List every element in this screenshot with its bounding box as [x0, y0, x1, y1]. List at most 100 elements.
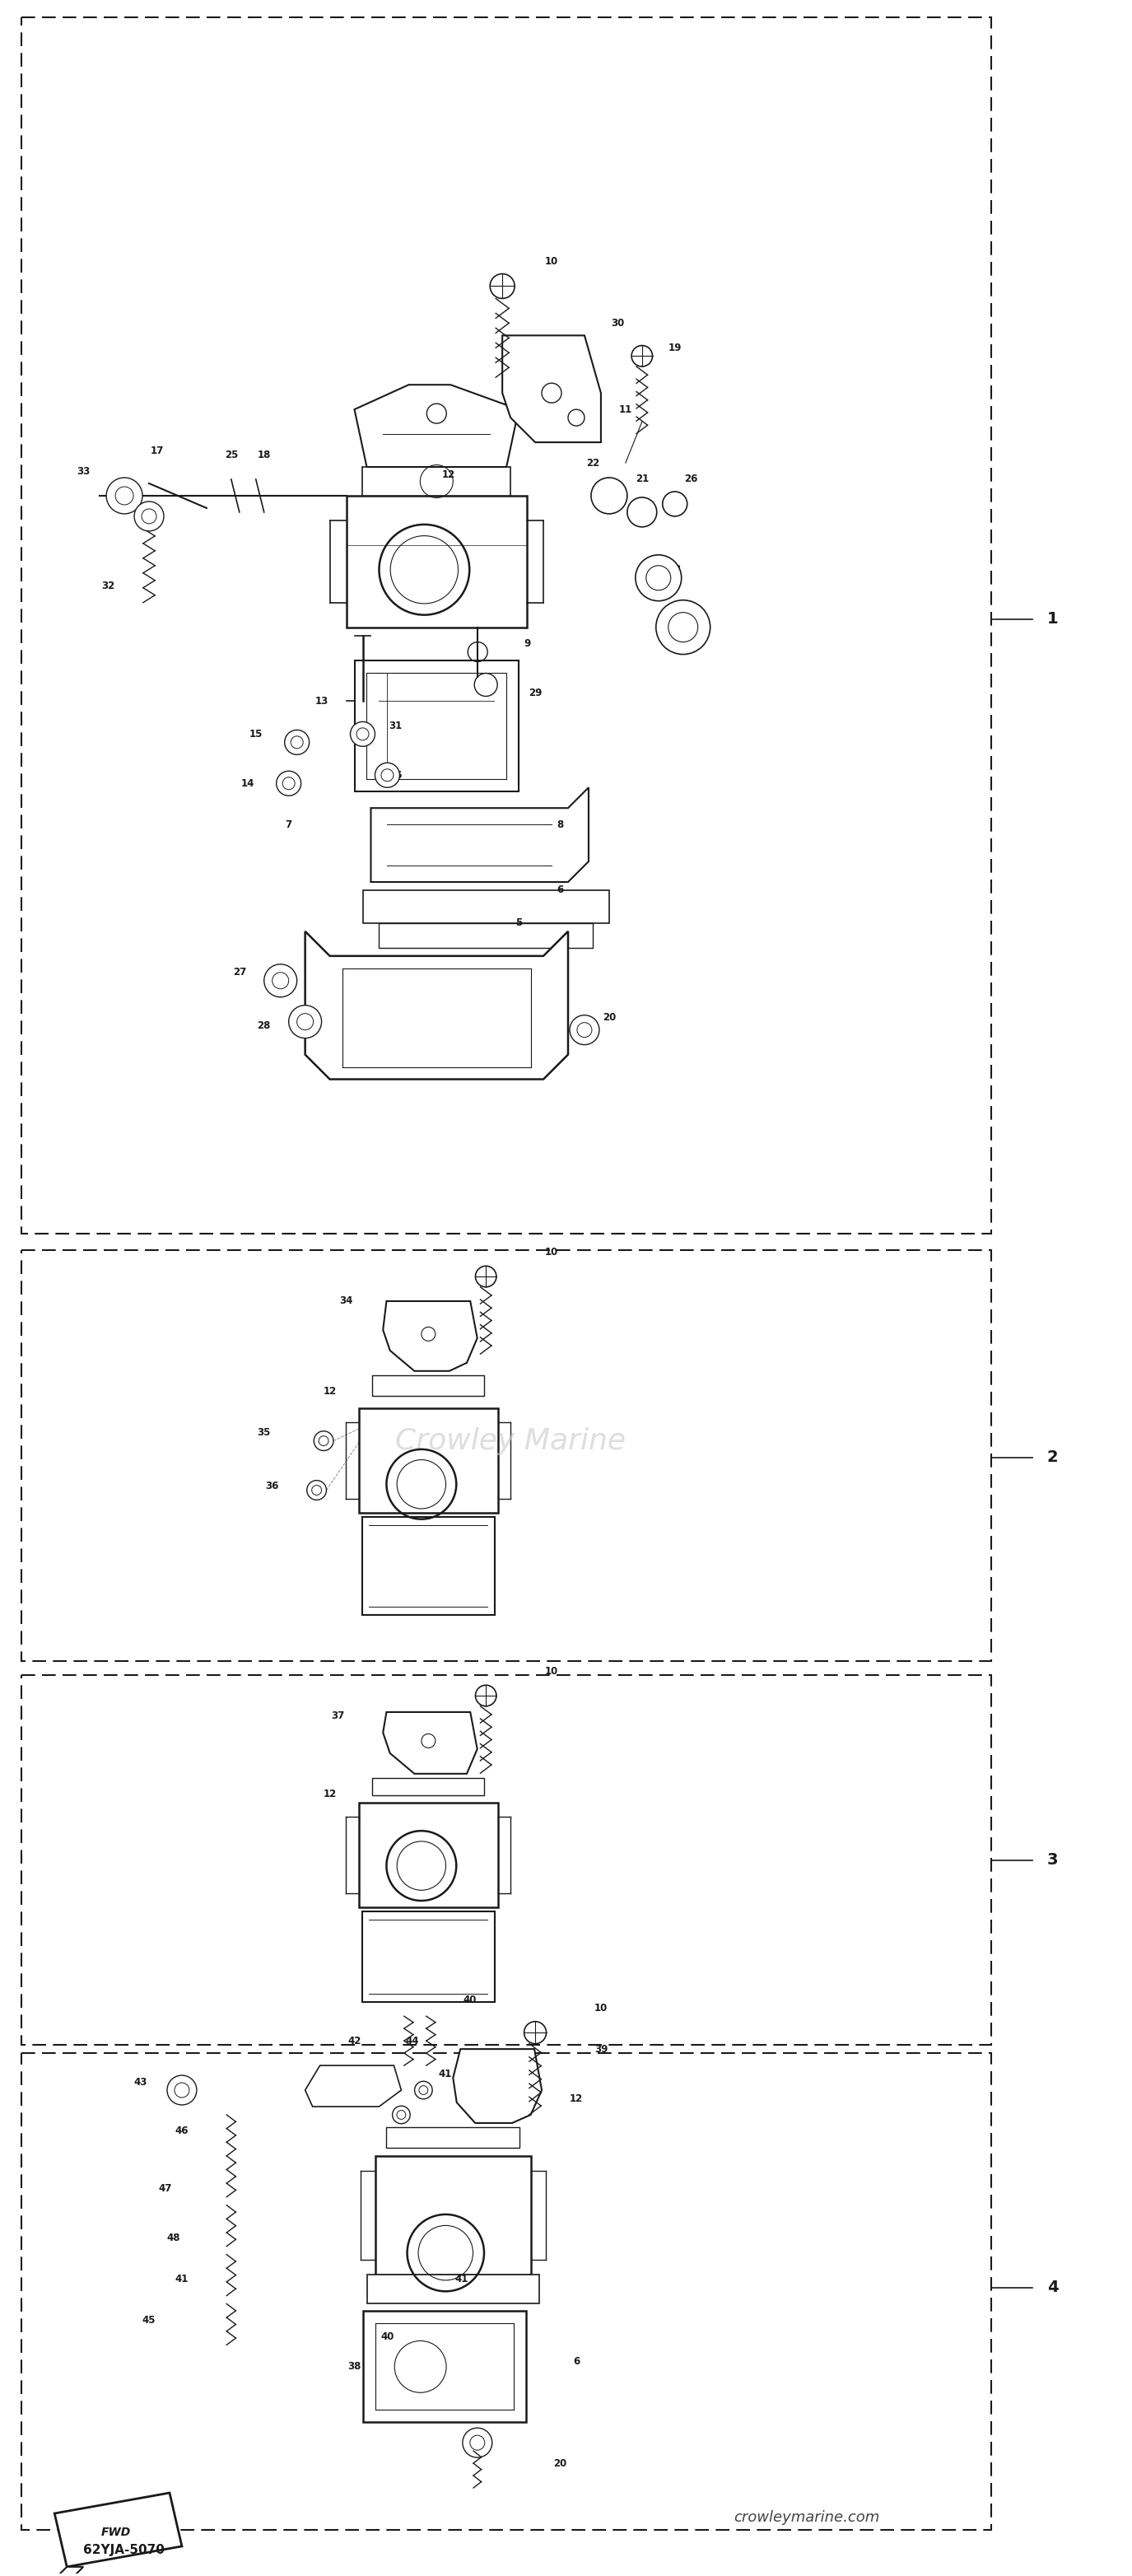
Text: 12: 12: [323, 1788, 336, 1801]
Circle shape: [463, 2429, 492, 2458]
Bar: [372, 1376, 484, 1396]
Bar: [372, 1777, 484, 1795]
Text: 44: 44: [405, 2035, 419, 2045]
Bar: [359, 1409, 498, 1512]
Bar: [363, 2311, 526, 2421]
Text: 48: 48: [166, 2233, 180, 2244]
Text: 10: 10: [594, 2002, 608, 2014]
Text: 8: 8: [557, 819, 564, 829]
Circle shape: [414, 2081, 432, 2099]
Circle shape: [627, 497, 657, 528]
Circle shape: [289, 1005, 321, 1038]
Polygon shape: [306, 933, 568, 1079]
Text: Crowley Marine: Crowley Marine: [395, 1427, 626, 1455]
Polygon shape: [453, 2048, 542, 2123]
Circle shape: [632, 345, 652, 366]
Circle shape: [490, 273, 515, 299]
Circle shape: [307, 1481, 326, 1499]
Bar: [376, 2156, 531, 2275]
Text: 38: 38: [348, 2362, 361, 2372]
Bar: [359, 1803, 498, 1906]
Text: 22: 22: [586, 459, 599, 469]
Text: 23: 23: [668, 564, 681, 574]
Text: crowleymarine.com: crowleymarine.com: [734, 2509, 880, 2524]
Text: 31: 31: [388, 721, 402, 732]
Text: 47: 47: [158, 2184, 172, 2195]
Text: 10: 10: [544, 1247, 558, 1257]
Text: 13: 13: [315, 696, 328, 706]
Text: 28: 28: [257, 1020, 271, 1030]
Text: 20: 20: [602, 1012, 616, 1023]
Text: 9: 9: [524, 639, 531, 649]
Polygon shape: [383, 1301, 478, 1370]
Text: 14: 14: [241, 778, 255, 788]
Text: 11: 11: [619, 404, 633, 415]
Circle shape: [475, 1265, 496, 1288]
Text: 16: 16: [388, 770, 402, 781]
Polygon shape: [354, 384, 518, 466]
Text: 21: 21: [635, 474, 649, 484]
Text: 19: 19: [668, 343, 681, 353]
Text: 6: 6: [557, 886, 564, 896]
Circle shape: [393, 2107, 410, 2123]
Text: 43: 43: [134, 2076, 147, 2087]
FancyBboxPatch shape: [346, 495, 528, 626]
Text: 41: 41: [455, 2275, 468, 2285]
Text: 17: 17: [151, 446, 164, 456]
Polygon shape: [306, 2066, 401, 2107]
Text: 46: 46: [175, 2125, 189, 2136]
Text: 34: 34: [340, 1296, 353, 1306]
Polygon shape: [371, 788, 589, 881]
Text: 4: 4: [1047, 2280, 1058, 2295]
Polygon shape: [383, 1713, 478, 1775]
Bar: [22, 1249, 992, 1662]
Circle shape: [168, 2076, 197, 2105]
Circle shape: [314, 1432, 334, 1450]
Bar: [362, 466, 511, 495]
Bar: [362, 1517, 495, 1615]
Text: 36: 36: [266, 1481, 278, 1492]
Text: 2: 2: [1047, 1450, 1058, 1466]
Text: 40: 40: [380, 2331, 394, 2342]
Text: 62YJA-5070: 62YJA-5070: [84, 2545, 164, 2555]
Text: 24: 24: [693, 613, 706, 623]
Text: 33: 33: [77, 466, 89, 477]
Text: 41: 41: [438, 2069, 452, 2079]
Text: 6: 6: [573, 2357, 580, 2367]
Text: 35: 35: [257, 1427, 271, 1437]
Bar: [367, 2275, 539, 2303]
Circle shape: [106, 477, 143, 513]
Text: 12: 12: [569, 2094, 583, 2105]
Polygon shape: [54, 2494, 182, 2566]
Bar: [362, 1911, 495, 2002]
FancyBboxPatch shape: [354, 659, 518, 791]
Circle shape: [569, 1015, 599, 1046]
Text: 25: 25: [224, 448, 238, 461]
Bar: [362, 891, 609, 922]
Text: 12: 12: [443, 469, 455, 482]
Text: 20: 20: [554, 2458, 566, 2468]
Text: 3: 3: [1047, 1852, 1058, 1868]
Text: FWD: FWD: [101, 2527, 131, 2537]
Circle shape: [135, 502, 164, 531]
Text: 32: 32: [101, 580, 114, 592]
Text: 15: 15: [249, 729, 263, 739]
Bar: [386, 2128, 520, 2148]
Text: 10: 10: [544, 255, 558, 268]
Bar: [379, 922, 593, 948]
Text: 45: 45: [143, 2316, 156, 2326]
Bar: [22, 1674, 992, 2045]
Text: 26: 26: [685, 474, 698, 484]
Text: 42: 42: [348, 2035, 361, 2045]
Circle shape: [264, 963, 297, 997]
Bar: [22, 18, 992, 1234]
Bar: [22, 2053, 992, 2530]
Circle shape: [284, 729, 309, 755]
Circle shape: [524, 2022, 547, 2043]
Polygon shape: [503, 335, 601, 443]
Text: 18: 18: [257, 448, 271, 461]
Text: 41: 41: [175, 2275, 189, 2285]
Circle shape: [350, 721, 375, 747]
Polygon shape: [51, 2566, 84, 2576]
Text: 40: 40: [463, 1994, 477, 2004]
